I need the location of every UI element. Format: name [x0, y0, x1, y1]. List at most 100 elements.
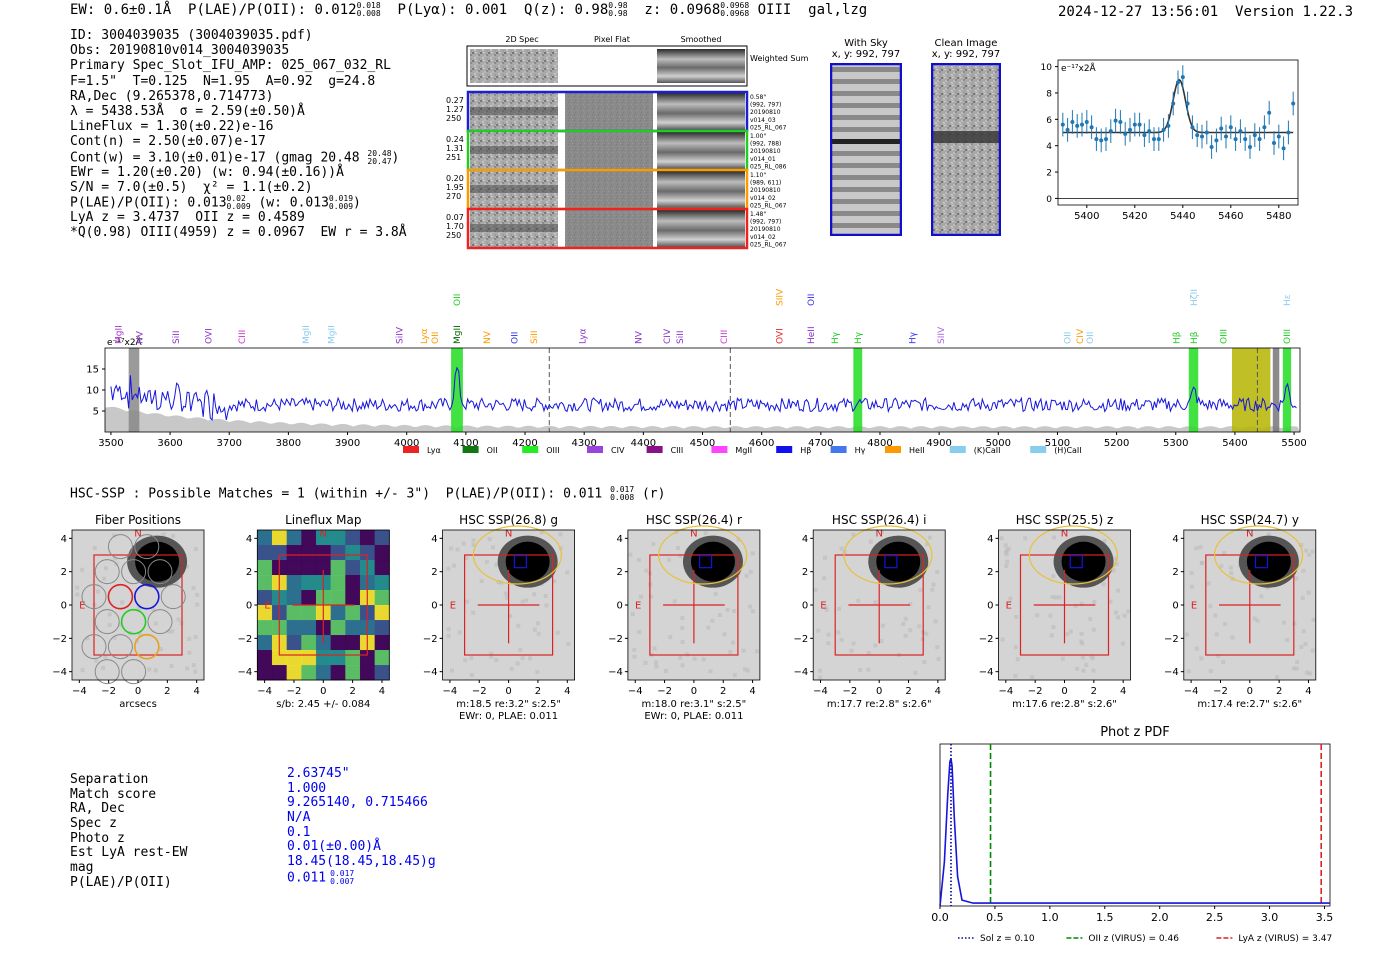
legend-swatch: [949, 446, 966, 453]
hsc-noise-pixel: [1053, 595, 1058, 600]
zoom-data-point: [1257, 137, 1262, 142]
fiber-circle: [134, 633, 160, 660]
hsc-noise-pixel: [1013, 645, 1018, 650]
zoom-data-point: [1065, 127, 1070, 132]
hsc-noise-pixel: [463, 658, 468, 663]
hsc-noise-pixel: [539, 530, 544, 535]
fiber-flat: [565, 171, 653, 208]
match-label: P(LAE)/P(OII): [70, 874, 172, 890]
hsc-xtick-label: 4: [1305, 686, 1311, 697]
lineflux-cell: [257, 665, 273, 681]
lineflux-cell: [257, 635, 273, 651]
hsc-xtick-label: 4: [193, 686, 199, 697]
hsc-xtick-label: 4: [1120, 686, 1126, 697]
galaxy-core: [1246, 541, 1291, 582]
hsc-noise-pixel: [1194, 646, 1199, 651]
hsc-xtick-label: −4: [628, 686, 643, 697]
detection-info: ID: 3004039035 (3004039035.pdf) Obs: 201…: [70, 28, 407, 241]
hsc-noise-pixel: [1120, 641, 1125, 646]
fiber-stat: 1.31: [446, 144, 464, 153]
spec-line-label: SIIV: [775, 288, 785, 306]
spec-noise-fill: [105, 406, 1300, 432]
spec-xtick-label: 4300: [571, 438, 596, 449]
lineflux-cell: [257, 575, 273, 591]
spec-xtick-label: 4600: [749, 438, 774, 449]
hsc-noise-pixel: [826, 632, 831, 637]
hsc-ytick-label: 0: [1172, 601, 1178, 612]
hsc-ytick-label: 0: [802, 601, 808, 612]
hsc-noise-pixel: [643, 660, 648, 665]
hsc-noise-pixel: [120, 600, 125, 605]
version: Version 1.22.3: [1235, 4, 1354, 20]
spec-line-label: MgII: [115, 325, 125, 344]
zoom-data-point: [1228, 125, 1233, 130]
spec-xtick-label: 4900: [926, 438, 951, 449]
spec-highlight-band: [853, 348, 863, 432]
hsc-noise-pixel: [632, 647, 637, 652]
lineflux-cell: [301, 530, 317, 546]
hsc-noise-pixel: [1079, 639, 1084, 644]
hsc-noise-pixel: [1292, 621, 1297, 626]
lineflux-cell: [345, 635, 361, 651]
hsc-noise-pixel: [170, 629, 175, 634]
match-label: RA, Dec: [70, 801, 125, 817]
hsc-noise-pixel: [1282, 620, 1287, 625]
hsc-ytick-label: −4: [52, 667, 67, 678]
hsc-noise-pixel: [1229, 571, 1234, 576]
with-sky-header: With Sky x, y: 992, 797: [831, 38, 901, 60]
hsc-noise-pixel: [1208, 669, 1213, 674]
zoom-data-point: [1104, 137, 1108, 142]
hsc-noise-pixel: [813, 588, 818, 593]
hsc-noise-pixel: [1206, 581, 1211, 586]
spec-line-label: Hγ: [909, 331, 919, 344]
lineflux-cell: [345, 530, 361, 546]
match-label: Separation: [70, 772, 149, 787]
lineflux-cell: [330, 560, 346, 576]
legend-label: CIV: [611, 446, 625, 455]
hsc-noise-pixel: [692, 656, 697, 661]
hsc-noise-pixel: [193, 546, 198, 551]
compass-e: E: [635, 600, 641, 611]
lineflux-cell: [257, 620, 273, 636]
zoom-data-point: [1262, 125, 1267, 130]
fiber-meta: v014_03: [750, 117, 776, 124]
hsc-ytick-label: −4: [423, 667, 438, 678]
lineflux-cell: [359, 650, 376, 666]
fiber-flat: [565, 132, 653, 169]
spec-ytick-label: 15: [86, 365, 99, 376]
hsc-noise-pixel: [680, 616, 685, 621]
hsc-ytick-label: −2: [608, 634, 623, 645]
search-box: [1019, 554, 1110, 656]
legend-swatch: [522, 446, 539, 453]
hsc-noise-pixel: [725, 607, 730, 612]
header-ew: EW: 0.6±0.1Å: [70, 2, 172, 18]
hsc-noise-pixel: [487, 537, 492, 542]
hsc-ytick-label: −4: [793, 667, 808, 678]
hsc-noise-pixel: [1006, 546, 1011, 551]
match-value: N/A: [287, 810, 311, 826]
spec-line-label: OII: [807, 294, 817, 306]
legend-label: Hγ: [855, 446, 866, 455]
hsc-noise-pixel: [851, 641, 856, 646]
hsc-noise-pixel: [1079, 631, 1084, 636]
hsc-noise-pixel: [1285, 638, 1290, 643]
sky-line: [830, 211, 902, 216]
zoom-data-point: [1209, 145, 1214, 149]
aperture-ellipse: [843, 525, 933, 585]
lineflux-cell: [286, 665, 302, 681]
hsc-xtick-label: 2: [1091, 686, 1097, 697]
hsc-noise-pixel: [508, 613, 513, 618]
fiber-stat: 0.20: [446, 174, 464, 183]
hsc-noise-pixel: [535, 669, 540, 674]
hsc-noise-pixel: [1216, 653, 1221, 658]
galaxy-core: [690, 541, 735, 582]
zoom-data-point: [1171, 101, 1176, 106]
hsc-noise-pixel: [496, 580, 501, 585]
hsc-xtick-label: 2: [1276, 686, 1282, 697]
sky-line: [830, 163, 902, 168]
legend-swatch: [646, 446, 663, 453]
compass-n: N: [690, 529, 697, 540]
hsc-noise-pixel: [1219, 564, 1224, 569]
hsc-noise-pixel: [680, 626, 685, 631]
galaxy-core: [505, 541, 550, 582]
